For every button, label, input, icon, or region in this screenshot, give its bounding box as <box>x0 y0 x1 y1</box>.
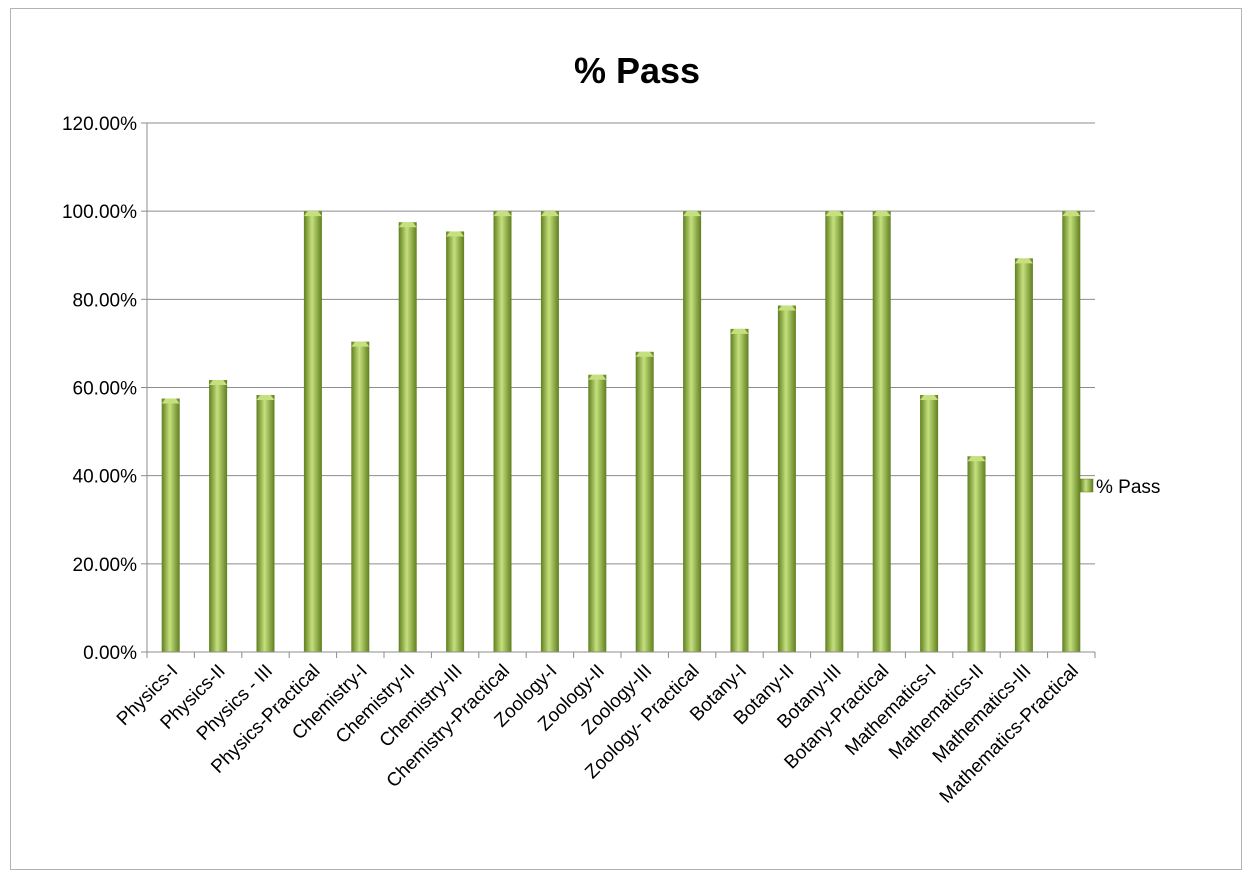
bar-cap <box>398 222 417 228</box>
bar-cap <box>256 394 275 400</box>
bar-cap <box>540 211 559 217</box>
y-tick-label: 80.00% <box>73 290 138 311</box>
bar-body <box>588 374 607 652</box>
bar-body <box>351 341 370 652</box>
bar-body <box>398 222 417 652</box>
bars <box>161 211 1081 652</box>
y-tick-label: 60.00% <box>73 379 138 400</box>
bar-body <box>635 351 654 652</box>
y-tick-label: 100.00% <box>62 202 137 223</box>
grid-lines <box>147 122 1095 565</box>
y-axis-ticks: 0.00% 20.00% 40.00% 60.00% 80.00% 100.00% 120.… <box>62 114 147 664</box>
legend: % Pass <box>1079 477 1160 498</box>
bar-body <box>1062 211 1081 652</box>
bar <box>588 374 607 652</box>
bar-cap <box>635 351 654 357</box>
bar-cap <box>493 211 512 217</box>
bar-body <box>730 328 749 652</box>
bar <box>967 456 986 652</box>
bar-cap <box>777 305 796 311</box>
y-tick-label: 0.00% <box>83 643 137 664</box>
bar-cap <box>920 394 939 400</box>
bar-body <box>256 394 275 652</box>
bar <box>256 394 275 652</box>
bar-cap <box>1014 258 1033 264</box>
bar-cap <box>161 398 180 404</box>
bar-cap <box>683 211 702 217</box>
bar <box>730 328 749 652</box>
bar <box>920 394 939 652</box>
bar <box>303 211 322 652</box>
bar-body <box>967 456 986 652</box>
bar-body <box>209 380 228 652</box>
chart-frame: % Pass 0.00% 20.00% 40.00% 60.00% 80.00% 100.… <box>10 8 1242 870</box>
bar <box>1062 211 1081 652</box>
bar <box>351 341 370 652</box>
legend-label: % Pass <box>1096 477 1160 498</box>
bar-cap <box>446 231 465 237</box>
bar-body <box>446 231 465 652</box>
bar <box>161 398 180 652</box>
bar-cap <box>730 328 749 334</box>
bar-body <box>493 211 512 652</box>
bar-body <box>872 211 891 652</box>
bar <box>777 305 796 652</box>
bar-body <box>825 211 844 652</box>
bar-cap <box>967 456 986 462</box>
bar-cap <box>872 211 891 217</box>
bar-body <box>777 305 796 652</box>
bar-cap <box>825 211 844 217</box>
bar-cap <box>1062 211 1081 217</box>
bar-cap <box>303 211 322 217</box>
bar-body <box>161 398 180 652</box>
bar <box>540 211 559 652</box>
bar-body <box>303 211 322 652</box>
chart-title: % Pass <box>574 50 700 91</box>
legend-swatch <box>1079 478 1094 493</box>
bar <box>446 231 465 652</box>
bar <box>493 211 512 652</box>
axes <box>146 123 1096 658</box>
bar <box>1014 258 1033 652</box>
bar <box>683 211 702 652</box>
bar <box>209 380 228 652</box>
bar-cap <box>209 380 228 386</box>
bar <box>825 211 844 652</box>
bar <box>398 222 417 652</box>
y-tick-label: 120.00% <box>62 114 137 135</box>
bar-body <box>540 211 559 652</box>
y-tick-label: 20.00% <box>73 555 138 576</box>
bar <box>872 211 891 652</box>
bar-cap <box>351 341 370 347</box>
bar-body <box>1014 258 1033 652</box>
bar-body <box>683 211 702 652</box>
bar-cap <box>588 374 607 380</box>
y-tick-label: 40.00% <box>73 467 138 488</box>
bar-body <box>920 394 939 652</box>
bar <box>635 351 654 652</box>
bar-chart: % Pass 0.00% 20.00% 40.00% 60.00% 80.00% 100.… <box>62 50 1160 808</box>
